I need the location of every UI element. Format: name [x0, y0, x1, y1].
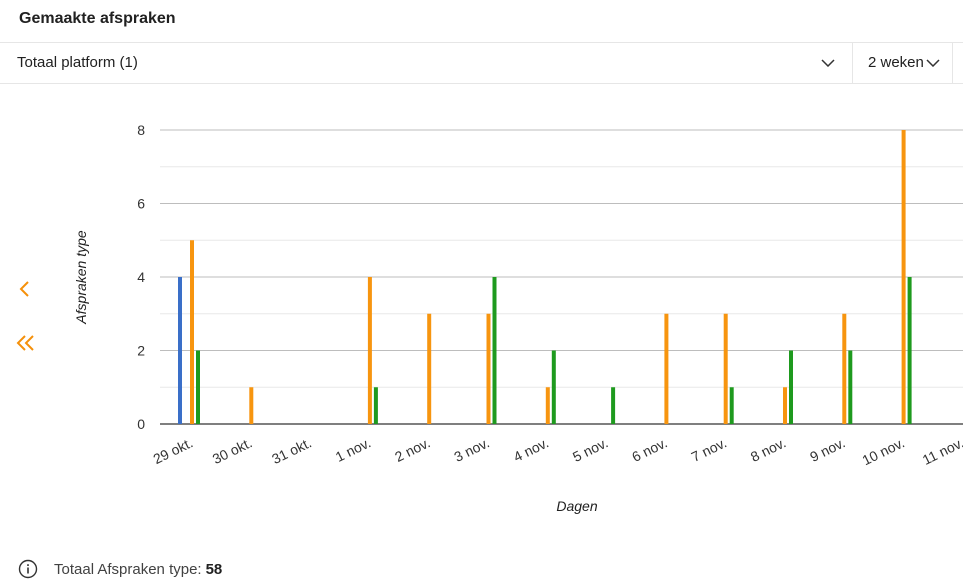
bar[interactable] — [190, 240, 194, 424]
x-tick-label: 29 okt. — [151, 434, 196, 467]
chevron-down-icon — [926, 59, 940, 67]
y-tick-label: 6 — [137, 196, 145, 212]
total-value: 58 — [205, 560, 223, 578]
period-select[interactable]: 2 weken — [853, 43, 953, 83]
y-tick-labels: 0 2 4 6 8 — [137, 122, 145, 432]
y-tick-label: 0 — [137, 416, 145, 432]
x-tick-label: 2 nov. — [392, 434, 432, 465]
x-tick-label: 3 nov. — [451, 434, 491, 465]
bar[interactable] — [783, 387, 787, 424]
platform-select[interactable]: Totaal platform (1) — [0, 43, 853, 83]
x-tick-label: 9 nov. — [807, 434, 847, 465]
previous-period-button[interactable] — [14, 277, 38, 301]
appointments-chart: 0 2 4 6 8 29 okt. 30 okt. 31 okt. 1 nov. 2 nov. 3… — [73, 122, 963, 514]
bar[interactable] — [492, 277, 497, 424]
card-title: Gemaakte afspraken — [19, 10, 176, 27]
bar[interactable] — [723, 313, 728, 424]
bar[interactable] — [367, 277, 372, 424]
bar[interactable] — [664, 313, 669, 424]
x-tick-label: 10 nov. — [860, 434, 907, 468]
x-tick-label: 1 nov. — [333, 434, 373, 465]
bar[interactable] — [486, 313, 491, 424]
x-tick-label: 7 nov. — [689, 434, 729, 465]
x-tick-labels: 29 okt. 30 okt. 31 okt. 1 nov. 2 nov. 3 nov. 4… — [151, 434, 963, 468]
chart-bars — [178, 130, 912, 424]
x-tick-label: 31 okt. — [269, 434, 314, 467]
bar[interactable] — [611, 387, 616, 424]
total-summary: Totaal Afspraken type: 58 — [18, 558, 222, 580]
bar[interactable] — [551, 350, 556, 425]
x-tick-label: 8 nov. — [748, 434, 788, 465]
x-axis-label: Dagen — [556, 498, 597, 514]
filter-bar: Totaal platform (1) 2 weken — [0, 42, 963, 84]
platform-select-value: Totaal platform (1) — [17, 54, 138, 71]
period-select-value: 2 weken — [868, 54, 924, 71]
first-period-button[interactable] — [14, 331, 38, 355]
x-tick-label: 6 nov. — [629, 434, 669, 465]
chevron-down-icon — [821, 59, 835, 67]
bar[interactable] — [901, 130, 906, 424]
y-tick-label: 2 — [137, 343, 145, 359]
info-icon — [18, 559, 38, 579]
x-tick-label: 5 nov. — [570, 434, 610, 465]
bar[interactable] — [907, 277, 912, 424]
bar[interactable] — [848, 350, 853, 425]
bar[interactable] — [249, 387, 254, 424]
x-tick-label: 4 nov. — [511, 434, 551, 465]
total-label: Totaal Afspraken type: — [54, 560, 202, 578]
bar[interactable] — [545, 387, 550, 424]
bar[interactable] — [178, 277, 182, 424]
x-tick-label: 11 nov. — [920, 434, 963, 468]
bar[interactable] — [373, 387, 378, 424]
bar[interactable] — [789, 350, 793, 425]
y-axis-label: Afspraken type — [73, 230, 89, 325]
bar[interactable] — [842, 313, 847, 424]
bar[interactable] — [427, 313, 432, 424]
chart-grid — [160, 129, 963, 425]
y-tick-label: 4 — [137, 269, 145, 285]
y-tick-label: 8 — [137, 122, 145, 138]
bar[interactable] — [729, 387, 734, 424]
bar[interactable] — [196, 350, 200, 425]
x-tick-label: 30 okt. — [210, 434, 255, 467]
